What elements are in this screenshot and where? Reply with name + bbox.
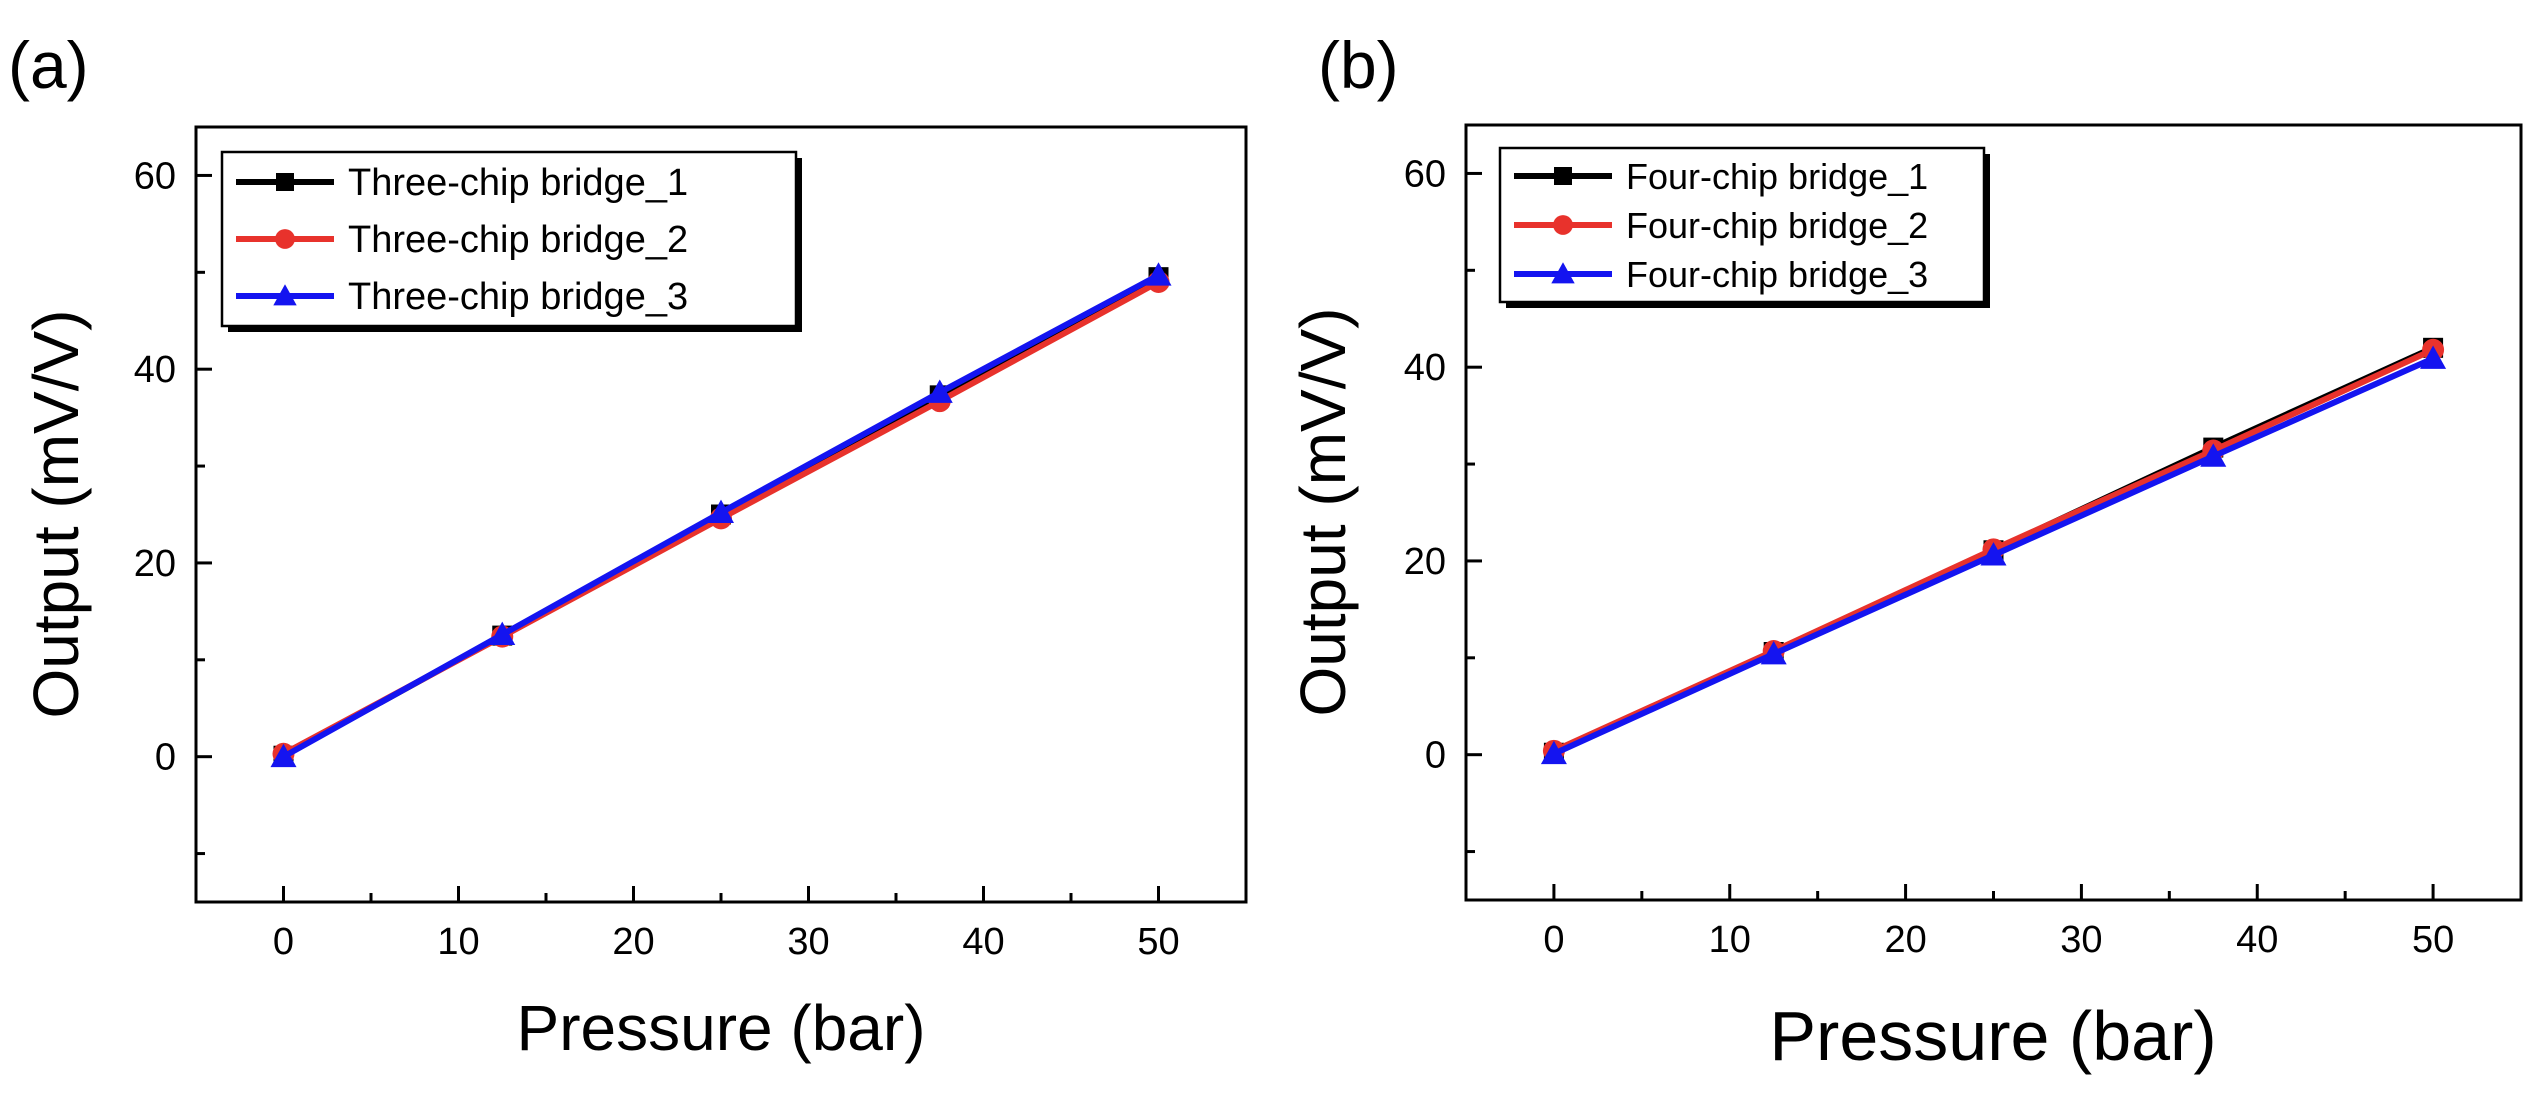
x-tick-label: 40 — [2236, 919, 2278, 961]
legend-label: Four-chip bridge_2 — [1626, 205, 1928, 246]
legend-label: Three-chip bridge_3 — [348, 276, 688, 318]
data-point — [1145, 262, 1172, 286]
data-point — [1551, 262, 1575, 284]
legend-item: Three-chip bridge_1 — [236, 162, 688, 204]
data-point — [273, 284, 297, 306]
x-tick-label: 0 — [273, 921, 294, 963]
x-tick-label: 30 — [787, 921, 829, 963]
x-tick-label: 20 — [1884, 919, 1926, 961]
legend-b: Four-chip bridge_1 Four-chip bridge_2 Four… — [1498, 146, 1990, 308]
x-tick-label: 20 — [612, 921, 654, 963]
y-axis-label-b: Output (mV/V) — [1287, 308, 1359, 717]
x-tick-label: 50 — [2412, 919, 2454, 961]
data-point — [1540, 740, 1567, 765]
y-tick-label: 60 — [1404, 153, 1446, 195]
legend-a: Three-chip bridge_1 Three-chip bridge_2 Th… — [220, 150, 802, 332]
data-point — [2200, 443, 2227, 467]
panel-label-b: (b) — [1318, 28, 1399, 102]
data-point — [1980, 542, 2007, 566]
data-point — [489, 621, 516, 646]
legend-item: Four-chip bridge_3 — [1514, 254, 1928, 295]
data-point — [1554, 167, 1572, 185]
series-3 — [270, 262, 1172, 768]
legend-label: Three-chip bridge_2 — [348, 219, 688, 261]
series-b — [1540, 337, 2447, 765]
legend-item: Four-chip bridge_2 — [1514, 205, 1928, 246]
x-tick-label: 40 — [962, 921, 1004, 963]
data-point — [926, 379, 953, 403]
legend-item: Three-chip bridge_3 — [236, 276, 688, 318]
axes-a: 0 10 20 30 40 50 0 20 40 60 — [134, 155, 1248, 963]
data-point — [270, 743, 297, 768]
legend-label: Four-chip bridge_3 — [1626, 254, 1928, 295]
axes-b: 0 10 20 30 40 50 0 20 40 60 — [1404, 153, 2523, 961]
legend-item: Three-chip bridge_2 — [236, 219, 688, 261]
y-tick-label: 0 — [155, 737, 176, 779]
panel-b: (b) 0 10 20 30 40 50 0 20 40 60 Four-chip bridge_… — [1287, 28, 2523, 1075]
y-tick-label: 40 — [1404, 347, 1446, 389]
data-point — [708, 499, 734, 523]
legend-label: Four-chip bridge_1 — [1626, 156, 1928, 197]
x-axis-label-b: Pressure (bar) — [1769, 997, 2216, 1075]
x-axis-label-a: Pressure (bar) — [517, 992, 926, 1064]
panel-a: (a) 0 10 20 30 40 50 0 20 40 60 Three-chip bridge… — [8, 28, 1248, 1064]
y-tick-label: 0 — [1425, 735, 1446, 777]
x-tick-label: 30 — [2060, 919, 2102, 961]
y-axis-label-a: Output (mV/V) — [20, 310, 92, 719]
legend-item: Four-chip bridge_1 — [1514, 156, 1928, 197]
x-tick-label: 50 — [1137, 921, 1179, 963]
data-point — [275, 229, 295, 249]
series-a — [270, 262, 1172, 768]
data-point — [2420, 345, 2447, 369]
panel-label-a: (a) — [8, 28, 89, 102]
data-point — [1553, 215, 1573, 235]
x-tick-label: 10 — [1709, 919, 1751, 961]
y-tick-label: 60 — [134, 155, 176, 197]
y-tick-label: 20 — [134, 543, 176, 585]
y-tick-label: 20 — [1404, 541, 1446, 583]
legend-label: Three-chip bridge_1 — [348, 162, 688, 204]
data-point — [1760, 640, 1787, 665]
data-point — [276, 173, 294, 191]
y-tick-label: 40 — [134, 349, 176, 391]
series-3 — [1540, 345, 2447, 765]
x-tick-label: 10 — [437, 921, 479, 963]
x-tick-label: 0 — [1543, 919, 1564, 961]
